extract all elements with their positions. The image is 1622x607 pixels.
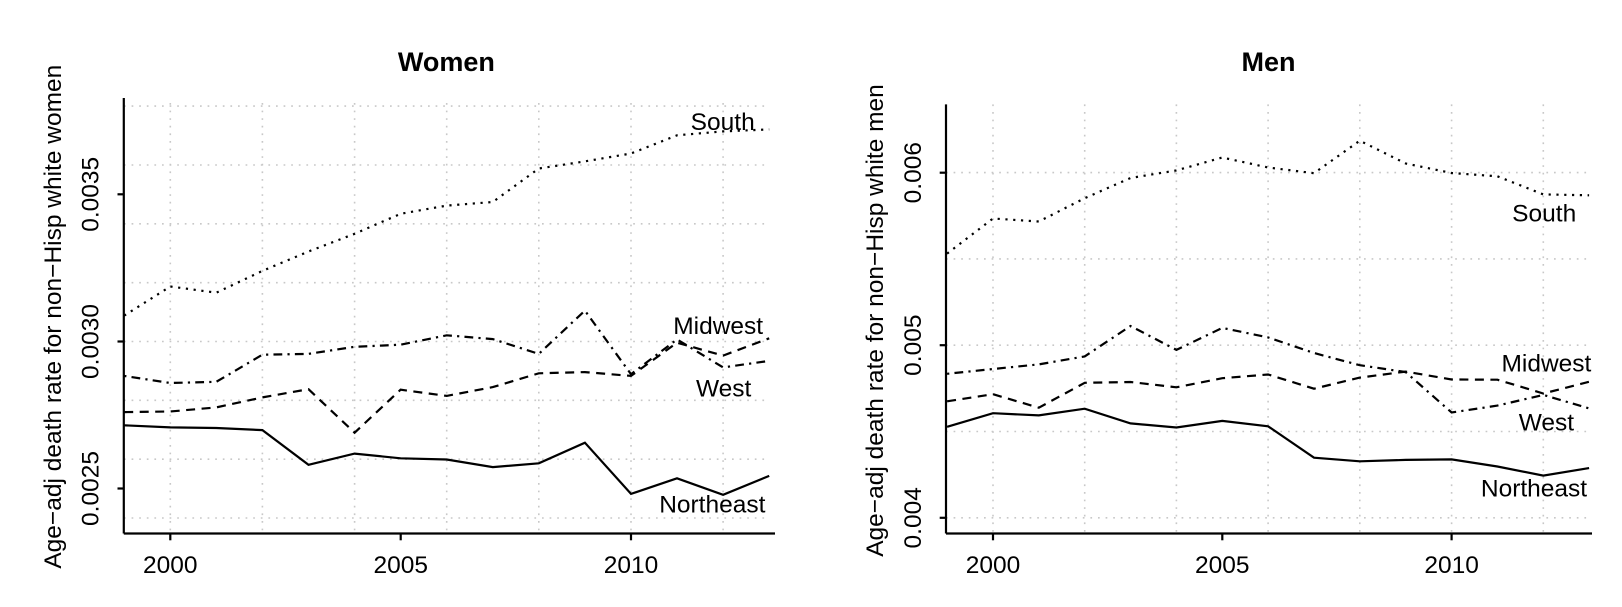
svg-text:Women: Women [398, 47, 495, 77]
svg-text:South: South [1512, 201, 1576, 228]
svg-text:2005: 2005 [1195, 552, 1250, 579]
svg-text:South: South [691, 109, 755, 136]
svg-text:0.006: 0.006 [900, 142, 927, 203]
svg-text:2000: 2000 [143, 552, 198, 579]
svg-text:2000: 2000 [966, 552, 1021, 579]
svg-text:2005: 2005 [373, 552, 428, 579]
svg-text:Northeast: Northeast [1481, 476, 1587, 503]
svg-text:Midwest: Midwest [673, 313, 763, 340]
svg-text:Midwest: Midwest [1501, 351, 1591, 378]
svg-text:0.005: 0.005 [900, 315, 927, 376]
svg-text:0.0035: 0.0035 [78, 157, 105, 232]
svg-text:2010: 2010 [604, 552, 659, 579]
svg-text:Age−adj death rate for non−His: Age−adj death rate for non−Hisp white me… [862, 84, 889, 557]
svg-text:West: West [1519, 410, 1575, 437]
svg-text:0.0025: 0.0025 [78, 451, 105, 526]
svg-text:2010: 2010 [1424, 552, 1479, 579]
svg-text:Age−adj death rate for non−His: Age−adj death rate for non−Hisp white wo… [40, 65, 67, 569]
svg-text:Men: Men [1242, 47, 1296, 77]
svg-text:0.004: 0.004 [900, 487, 927, 548]
svg-text:0.0030: 0.0030 [78, 304, 105, 379]
svg-text:West: West [696, 375, 752, 402]
svg-text:Northeast: Northeast [659, 492, 765, 519]
